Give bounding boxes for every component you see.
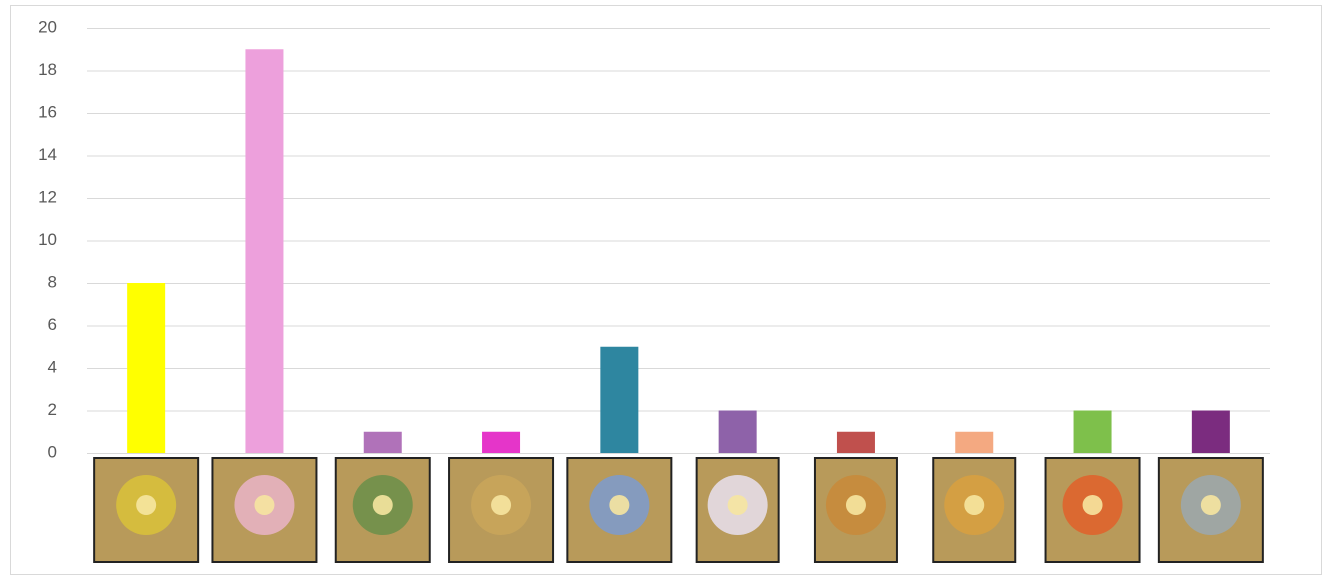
category-image-center	[1200, 495, 1221, 515]
category-image-center	[372, 495, 393, 515]
y-tick-label: 18	[38, 60, 57, 79]
bar	[1073, 410, 1112, 453]
category-image-center	[845, 495, 866, 515]
bar	[482, 431, 521, 453]
y-tick-label: 20	[38, 17, 57, 36]
y-tick-label: 6	[48, 315, 57, 334]
bar	[955, 431, 994, 453]
y-tick-label: 16	[38, 102, 57, 121]
y-tick-label: 4	[48, 357, 57, 376]
category-image-center	[491, 495, 512, 515]
bar	[1191, 410, 1230, 453]
bar	[127, 283, 166, 453]
category-image-center	[254, 495, 275, 515]
bar	[718, 410, 757, 453]
y-tick-label: 12	[38, 187, 57, 206]
category-image-center	[1082, 495, 1103, 515]
bar	[363, 431, 402, 453]
category-image-center	[609, 495, 630, 515]
y-tick-label: 0	[48, 442, 57, 461]
bar	[836, 431, 875, 453]
y-tick-label: 10	[38, 230, 57, 249]
y-tick-label: 8	[48, 272, 57, 291]
category-image-center	[727, 495, 748, 515]
category-image-center	[136, 495, 157, 515]
bar	[245, 49, 284, 453]
y-tick-label: 14	[38, 145, 57, 164]
category-image-center	[964, 495, 985, 515]
y-tick-label: 2	[48, 400, 57, 419]
bar	[600, 346, 639, 453]
